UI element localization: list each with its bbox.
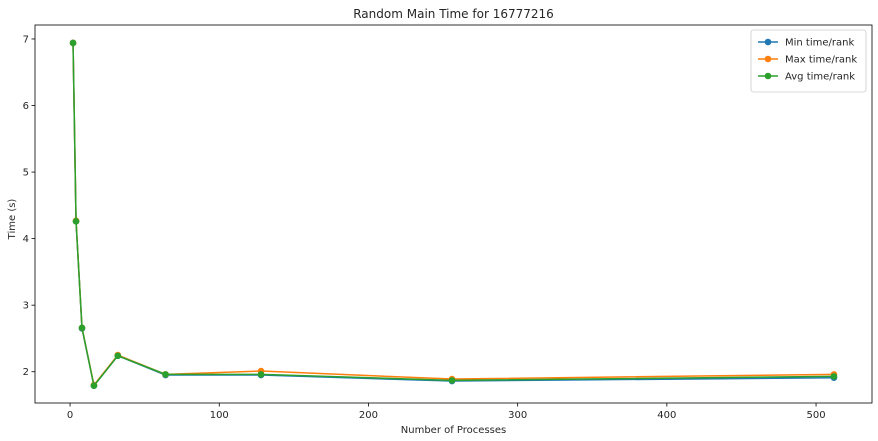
data-point [257,371,265,378]
legend-marker [764,72,772,80]
y-tick-label: 6 [23,101,29,112]
data-point [162,371,169,378]
data-point [114,352,122,360]
y-tick-label: 3 [23,301,29,312]
x-axis-label: Number of Processes [401,425,506,436]
data-point [78,324,86,332]
data-point [830,373,838,380]
legend: Min time/rank Max time/rank Avg time/rank [750,29,867,93]
plot-area: 0 100 200 300 400 500 2 3 4 5 6 7 [23,24,873,421]
legend-box [750,29,867,93]
y-tick-label: 2 [23,367,29,378]
legend-entry-label: Max time/rank [785,55,857,66]
x-tick-label: 0 [67,410,73,421]
chart-title: Random Main Time for 16777216 [353,7,554,21]
legend-marker [764,38,772,46]
x-tick-label: 400 [657,410,676,421]
x-tick-label: 300 [508,410,527,421]
axes-frame [34,24,873,404]
x-tick-label: 100 [210,410,229,421]
legend-entry-label: Min time/rank [785,38,854,49]
legend-entry-label: Avg time/rank [785,72,855,83]
y-axis-label: Time (s) [7,199,18,241]
data-point [72,218,80,225]
y-tick-label: 5 [23,168,29,179]
x-tick-label: 500 [807,410,826,421]
data-point [69,39,77,47]
x-tick-label: 200 [359,410,378,421]
data-point [448,377,456,384]
data-point [90,382,98,389]
y-tick-label: 7 [23,34,29,45]
legend-marker [764,55,772,63]
y-tick-label: 4 [23,234,29,245]
